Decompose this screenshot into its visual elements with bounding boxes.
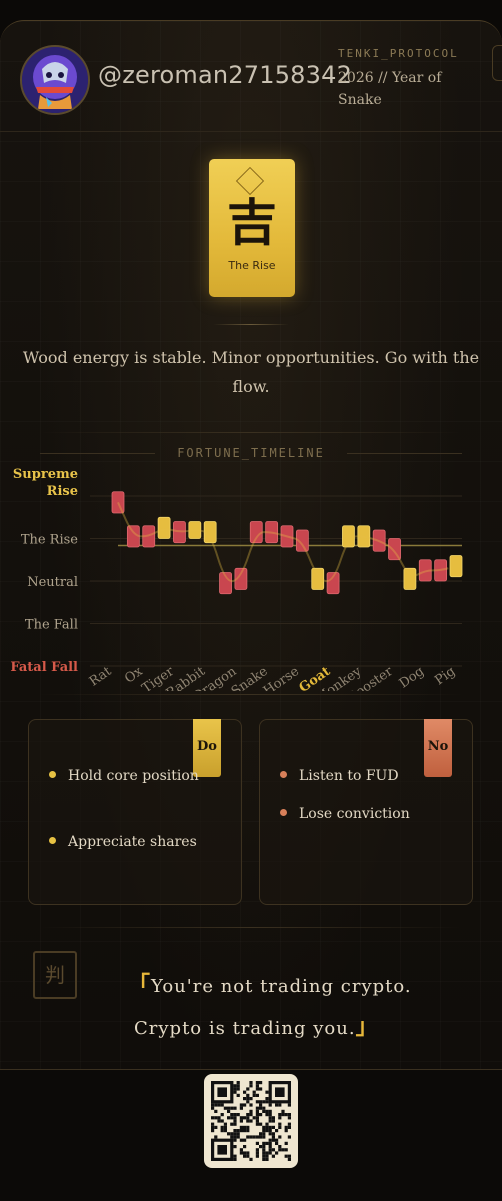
year-label: 2026 // Year of Snake: [338, 70, 442, 108]
verdict-icon: 判: [33, 951, 77, 999]
fortune-candle: [142, 525, 156, 548]
verdict-line-1: 「You're not trading crypto.: [128, 972, 412, 998]
do-item: Hold core position: [49, 768, 199, 784]
avatar[interactable]: [20, 45, 90, 115]
fortune-candle: [342, 525, 355, 548]
fortune-talisman: 吉 The Rise: [209, 159, 295, 297]
fortune-timeline-chart: Supreme Rise The Rise Neutral The Fall Fatal …: [10, 467, 463, 691]
chart-title-line-right: [347, 453, 462, 454]
fortune-glyph: 吉: [227, 194, 277, 252]
fortune-candle: [326, 572, 340, 595]
do-box: Do Hold core position Appreciate shares: [28, 719, 242, 905]
bullet-icon: [49, 771, 56, 778]
chart-level-label: Supreme: [13, 467, 78, 482]
fortune-candle: [280, 525, 294, 548]
qr-code-icon: [211, 1081, 291, 1161]
chart-category-label: Pig: [432, 664, 458, 688]
bullet-icon: [280, 771, 287, 778]
verdict-line-2: Crypto is trading you.」: [134, 1014, 379, 1040]
fortune-description: Wood energy is stable. Minor opportuniti…: [22, 348, 480, 396]
fortune-candle: [403, 567, 417, 590]
fortune-candle: [173, 521, 186, 544]
fortune-candle: [219, 572, 232, 595]
username: @zeroman27158342: [98, 61, 353, 89]
chart-level-label: Fatal Fall: [10, 660, 78, 675]
fortune-card: @zeroman27158342 TENKI_PROTOCOL 2026 // …: [0, 20, 502, 1201]
no-tag: No: [424, 719, 452, 777]
fortune-candle: [295, 529, 309, 552]
talisman-divider: [213, 324, 289, 325]
section-divider: [40, 432, 462, 433]
corner-tab: [492, 45, 502, 81]
fortune-candle: [126, 525, 140, 548]
chart-level-label: The Rise: [21, 533, 78, 548]
chart-trend-line: [117, 501, 449, 583]
fortune-candle: [418, 559, 432, 582]
header-divider: [0, 131, 502, 132]
bullet-icon: [49, 837, 56, 844]
fortune-candle: [449, 555, 463, 578]
bullet-icon: [280, 809, 287, 816]
avatar-image-icon: [22, 47, 88, 113]
no-box: No Listen to FUD Lose conviction: [259, 719, 473, 905]
fortune-candle: [388, 538, 401, 561]
no-item: Listen to FUD: [280, 768, 399, 784]
fortune-candle: [372, 529, 386, 552]
chart-level-label: Rise: [47, 484, 78, 499]
chart-category-label: Dog: [397, 664, 427, 691]
chart-title: FORTUNE_TIMELINE: [177, 446, 325, 460]
fortune-candle: [234, 567, 248, 590]
qr-code[interactable]: [204, 1074, 298, 1168]
fortune-candle: [157, 516, 171, 539]
no-item: Lose conviction: [280, 806, 410, 822]
fortune-candle: [357, 525, 371, 548]
diamond-icon: [235, 166, 265, 196]
section-divider: [40, 927, 462, 928]
fortune-candle: [265, 521, 279, 544]
section-divider: [40, 694, 462, 695]
fortune-candle: [111, 491, 125, 514]
do-item: Appreciate shares: [49, 834, 197, 850]
fortune-label: The Rise: [228, 259, 276, 272]
do-tag: Do: [193, 719, 221, 777]
protocol-label: TENKI_PROTOCOL: [338, 47, 459, 60]
chart-level-label: Neutral: [27, 575, 78, 590]
fortune-candle: [249, 521, 263, 544]
fortune-candle: [434, 559, 448, 582]
fortune-candle: [203, 521, 217, 544]
fortune-candle: [188, 521, 202, 539]
footer-divider: [0, 1069, 502, 1070]
fortune-candle: [311, 567, 325, 590]
chart-title-line-left: [40, 453, 155, 454]
chart-level-label: The Fall: [25, 618, 78, 633]
chart-category-label: Rat: [87, 664, 115, 690]
